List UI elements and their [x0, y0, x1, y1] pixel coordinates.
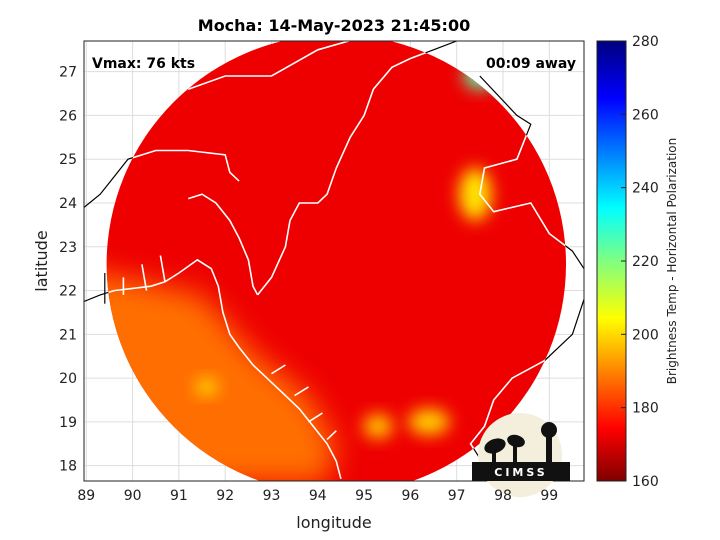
x-tick-label: 91 — [170, 488, 188, 504]
coastline-path — [106, 258, 342, 480]
colorbar: 160 180 200 220 240 260 280 Brightness Temp - … — [596, 34, 679, 490]
chart-title: Mocha: 14-May-2023 21:45:00 — [198, 16, 470, 35]
y-tick-label: 25 — [59, 152, 77, 168]
x-tick-label: 95 — [355, 488, 373, 504]
colorbar-tick-label: 160 — [632, 474, 659, 490]
coastline-path — [256, 41, 457, 296]
x-tick-label: 93 — [263, 488, 281, 504]
plot-border — [83, 40, 585, 482]
colorbar-tick-label: 260 — [632, 107, 659, 123]
coastline-path — [271, 364, 286, 375]
x-tick-label: 90 — [124, 488, 142, 504]
y-tick-label: 22 — [59, 284, 77, 300]
coastline-path — [308, 412, 323, 423]
vmax-label: Vmax: 76 kts — [92, 56, 195, 72]
tb-feature — [408, 408, 450, 436]
x-tick-label: 96 — [401, 488, 419, 504]
tb-feature — [195, 378, 219, 396]
coastline-path — [141, 264, 148, 291]
x-axis-ticks: 89 90 91 92 93 94 95 96 97 98 99 — [77, 488, 558, 504]
coastline-path — [469, 299, 567, 467]
y-tick-label: 26 — [59, 108, 77, 124]
y-tick-label: 23 — [59, 240, 77, 256]
x-tick-label: 98 — [494, 488, 512, 504]
y-tick-label: 20 — [59, 371, 77, 387]
y-tick-label: 18 — [59, 459, 77, 475]
x-tick-label: 97 — [448, 488, 466, 504]
coastline-path — [159, 255, 166, 282]
coastline-path — [294, 386, 309, 397]
coastline-path — [187, 41, 365, 90]
y-tick-label: 27 — [59, 65, 77, 81]
colorbar-tick-label: 240 — [632, 181, 659, 197]
x-axis-label: longitude — [296, 513, 371, 532]
colorbar-tick-label: 200 — [632, 327, 659, 343]
colorbar-tick-label: 220 — [632, 254, 659, 270]
colorbar-tick-label: 280 — [632, 34, 659, 50]
tb-feature — [363, 414, 393, 439]
logo-text: CIMSS — [494, 466, 547, 479]
y-tick-label: 21 — [59, 327, 77, 343]
x-tick-label: 92 — [216, 488, 234, 504]
tb-feature — [459, 167, 492, 221]
y-axis-ticks: 18 19 20 21 22 23 24 25 26 27 — [59, 65, 77, 475]
x-tick-label: 89 — [77, 488, 95, 504]
coastline-path — [187, 193, 259, 296]
colorbar-tick-label: 180 — [632, 401, 659, 417]
cimss-logo: CIMSS — [472, 413, 570, 497]
x-tick-label: 94 — [309, 488, 327, 504]
y-tick-label: 19 — [59, 415, 77, 431]
y-axis-label: latitude — [32, 230, 51, 291]
y-tick-label: 24 — [59, 196, 77, 212]
coastline-path — [106, 149, 240, 209]
colorbar-label: Brightness Temp - Horizontal Polarizatio… — [665, 138, 679, 385]
time-away-label: 00:09 away — [486, 56, 576, 72]
x-tick-label: 99 — [540, 488, 558, 504]
plot-area — [84, 41, 584, 481]
coastline-path — [326, 430, 337, 440]
colorbar-ticks: 160 180 200 220 240 260 280 — [621, 34, 659, 490]
